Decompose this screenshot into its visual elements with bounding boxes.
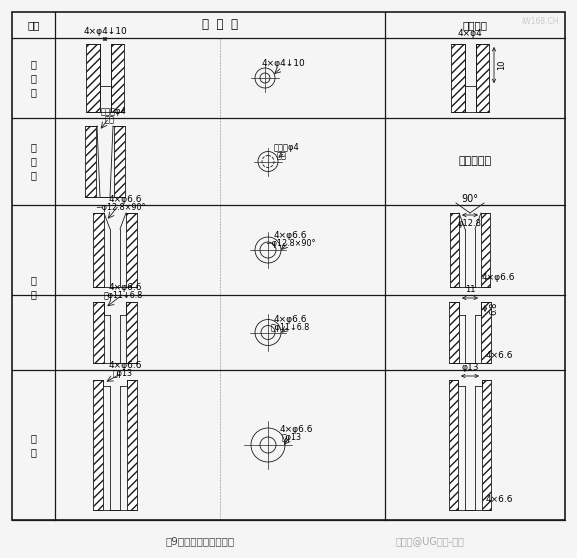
- Text: ⌴φ13: ⌴φ13: [113, 369, 133, 378]
- Bar: [126, 213, 137, 287]
- Text: 4×φ4: 4×φ4: [458, 30, 482, 39]
- Text: ∽φ12.8×90°: ∽φ12.8×90°: [95, 203, 145, 211]
- Bar: [93, 302, 104, 363]
- Text: 沉
孔: 沉 孔: [31, 276, 36, 300]
- Text: 搜狐号@UG编程-流年: 搜狐号@UG编程-流年: [396, 536, 464, 546]
- Bar: [114, 126, 125, 197]
- Text: 务  注  法: 务 注 法: [202, 18, 238, 31]
- Text: 4×φ6.6: 4×φ6.6: [273, 230, 307, 239]
- Text: 配件: 配件: [105, 116, 115, 124]
- Bar: [127, 380, 137, 510]
- Text: 4×φ6.6: 4×φ6.6: [273, 315, 307, 324]
- Text: 4×φ6.6: 4×φ6.6: [481, 272, 515, 281]
- Text: ∽φ12.8×90°: ∽φ12.8×90°: [265, 238, 315, 248]
- Text: 锥销孔φ4: 锥销孔φ4: [100, 108, 126, 117]
- Text: 4×6.6: 4×6.6: [485, 350, 513, 359]
- Text: 4×φ6.6: 4×φ6.6: [108, 195, 142, 204]
- Text: 4×φ4↓10: 4×φ4↓10: [83, 26, 127, 36]
- Bar: [111, 44, 124, 112]
- Bar: [93, 380, 103, 510]
- Bar: [481, 213, 490, 287]
- Text: 锪
孔: 锪 孔: [31, 433, 36, 457]
- Bar: [475, 44, 489, 112]
- Bar: [86, 44, 99, 112]
- Text: φ13: φ13: [461, 363, 479, 373]
- Text: 4×φ6.6: 4×φ6.6: [108, 362, 142, 371]
- Text: 6.8: 6.8: [489, 302, 499, 315]
- Text: 10: 10: [497, 60, 507, 70]
- Text: 类型: 类型: [27, 20, 40, 30]
- Text: 无一般注法: 无一般注法: [459, 156, 492, 166]
- Text: ⌴φ11↓6.8: ⌴φ11↓6.8: [271, 323, 310, 332]
- Text: 锥
销
孔: 锥 销 孔: [31, 142, 36, 180]
- Text: 4×φ6.6: 4×φ6.6: [279, 425, 313, 434]
- Text: 4×φ6.6: 4×φ6.6: [108, 283, 142, 292]
- Text: ⌴φ13: ⌴φ13: [282, 432, 302, 441]
- Text: 11: 11: [464, 286, 475, 295]
- Text: 4×6.6: 4×6.6: [485, 496, 513, 504]
- Text: 4×φ4↓10: 4×φ4↓10: [261, 59, 305, 68]
- Bar: [481, 302, 491, 363]
- Bar: [126, 302, 137, 363]
- Text: 锥销孔φ4: 锥销孔φ4: [273, 143, 299, 152]
- Text: 图9：常见孔的尺寸注法: 图9：常见孔的尺寸注法: [166, 536, 235, 546]
- Text: 一般注法: 一般注法: [463, 20, 488, 30]
- Text: IW168.CH: IW168.CH: [521, 17, 559, 26]
- Bar: [85, 126, 96, 197]
- Bar: [482, 380, 491, 510]
- Bar: [449, 380, 458, 510]
- Text: 配件: 配件: [277, 151, 287, 160]
- Bar: [449, 302, 459, 363]
- Text: φ12.8: φ12.8: [458, 219, 482, 228]
- Text: 一
般
孔: 一 般 孔: [31, 59, 36, 97]
- Bar: [450, 213, 459, 287]
- Text: 90°: 90°: [462, 194, 478, 204]
- Bar: [451, 44, 464, 112]
- Bar: [93, 213, 104, 287]
- Text: ⌴φ11↓6.8: ⌴φ11↓6.8: [103, 291, 143, 301]
